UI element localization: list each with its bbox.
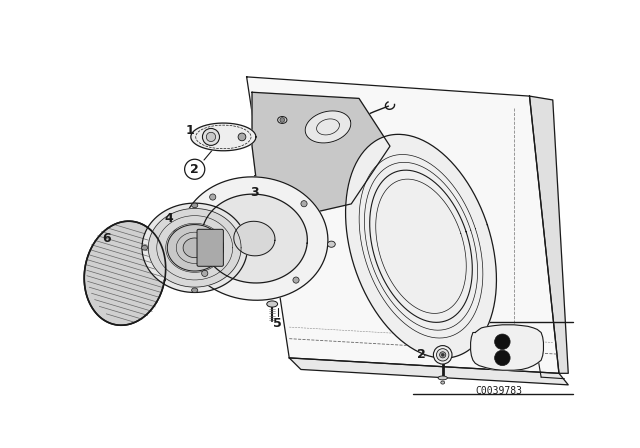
Polygon shape — [305, 111, 351, 143]
Circle shape — [202, 270, 208, 276]
Ellipse shape — [328, 241, 335, 247]
Circle shape — [440, 352, 446, 358]
Polygon shape — [167, 224, 222, 271]
Polygon shape — [181, 177, 328, 300]
Text: 2: 2 — [417, 349, 426, 362]
Circle shape — [433, 345, 452, 364]
Polygon shape — [529, 96, 568, 373]
Text: C0039783: C0039783 — [475, 386, 522, 396]
Ellipse shape — [278, 116, 287, 124]
Circle shape — [184, 159, 205, 179]
Text: 6: 6 — [102, 232, 111, 245]
Polygon shape — [183, 238, 206, 258]
Ellipse shape — [267, 301, 278, 307]
Polygon shape — [84, 221, 166, 325]
Circle shape — [441, 353, 444, 356]
Circle shape — [206, 132, 216, 142]
Text: 3: 3 — [250, 186, 259, 199]
Ellipse shape — [191, 288, 198, 293]
Circle shape — [495, 350, 510, 366]
Polygon shape — [191, 123, 256, 151]
Circle shape — [210, 194, 216, 200]
Ellipse shape — [438, 376, 447, 380]
Polygon shape — [346, 134, 497, 358]
Polygon shape — [148, 208, 241, 287]
Polygon shape — [142, 203, 248, 293]
Polygon shape — [289, 358, 568, 385]
Ellipse shape — [191, 203, 198, 208]
Polygon shape — [234, 221, 275, 256]
Circle shape — [280, 118, 285, 122]
Circle shape — [293, 277, 299, 283]
Circle shape — [301, 201, 307, 207]
Ellipse shape — [173, 230, 181, 236]
Ellipse shape — [141, 246, 148, 250]
Circle shape — [495, 334, 510, 349]
Polygon shape — [470, 325, 543, 370]
Polygon shape — [202, 194, 307, 283]
Circle shape — [202, 129, 220, 146]
Text: 5: 5 — [273, 317, 282, 330]
Text: 4: 4 — [164, 212, 173, 225]
Text: 1: 1 — [186, 124, 195, 137]
Text: 2: 2 — [190, 163, 199, 176]
Polygon shape — [246, 77, 559, 373]
FancyBboxPatch shape — [197, 229, 223, 266]
Circle shape — [238, 133, 246, 141]
Polygon shape — [252, 92, 390, 215]
Ellipse shape — [441, 381, 445, 384]
Circle shape — [436, 349, 449, 361]
